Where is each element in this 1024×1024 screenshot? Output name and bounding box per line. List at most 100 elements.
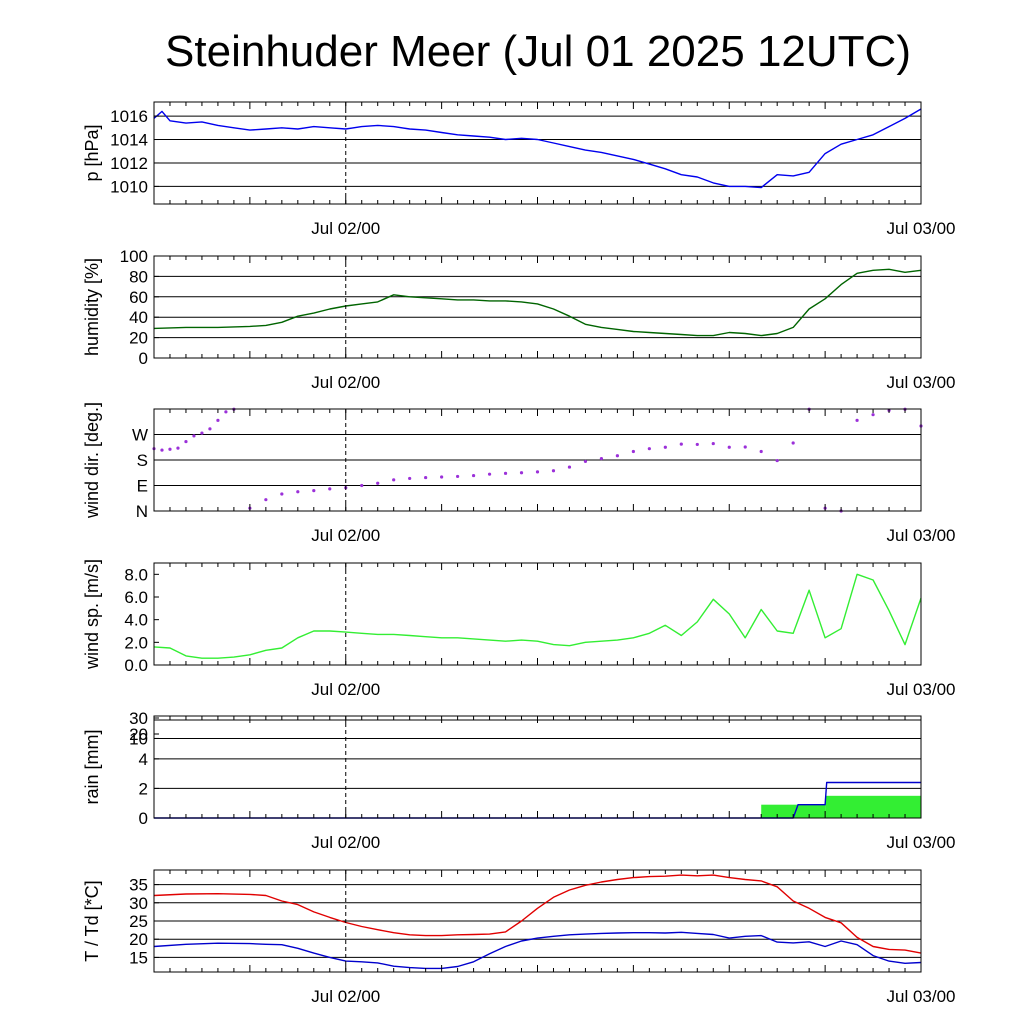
wind-dir-point: [647, 447, 651, 451]
wind-dir-point: [392, 478, 396, 482]
wind-dir-point: [663, 445, 667, 449]
wind-dir-point: [376, 481, 380, 485]
wind-dir-point: [168, 447, 172, 451]
wind-dir-point: [727, 445, 731, 449]
wind-dir-point: [791, 441, 795, 445]
humidity-series-0: [153, 268, 922, 337]
wind-dir-point: [312, 489, 316, 493]
wind-dir-point: [759, 449, 763, 454]
wind-dir-point: [184, 439, 188, 444]
y-tick-label: E: [137, 477, 148, 496]
x-label-jul03: Jul 03/00: [887, 526, 956, 545]
panel-frame: [153, 101, 922, 205]
y-tick-label: 10: [129, 729, 148, 748]
temperature-series-1: [153, 931, 922, 970]
wind-dir-point: [160, 448, 164, 452]
y-axis-label: rain [mm]: [82, 729, 102, 804]
x-label-jul02: Jul 02/00: [311, 219, 380, 238]
wind-dir-point: [743, 445, 747, 449]
wind-dir-point: [631, 449, 635, 454]
x-label-jul03: Jul 03/00: [887, 833, 956, 852]
y-tick-label: 6.0: [124, 588, 148, 607]
y-tick-label: 30: [129, 709, 148, 728]
panels-group: 1010 1012 1014 1016 p [hPa] Jul 02/00 Jul 03/0…: [82, 101, 956, 1006]
wind-dir-point: [192, 434, 196, 438]
wind-dir-point: [551, 469, 556, 473]
panel-wind_speed: 0.0 2.0 4.0 6.0 8.0 wind sp. [m/s] Jul 02/00 Ju…: [82, 559, 956, 699]
wind-dir-point: [679, 442, 683, 446]
wind_speed-series-0: [153, 573, 922, 659]
wind-dir-point: [264, 498, 268, 502]
y-tick-label: 20: [129, 725, 148, 744]
wind-dir-point: [456, 474, 460, 479]
wind-dir-point: [519, 471, 524, 475]
x-label-jul02: Jul 02/00: [311, 526, 380, 545]
wind-dir-point: [535, 470, 540, 474]
wind-dir-point: [503, 471, 508, 475]
panel-pressure: 1010 1012 1014 1016 p [hPa] Jul 02/00 Jul 03/0…: [82, 101, 956, 238]
y-tick-label: N: [136, 502, 148, 521]
y-axis-label: T / Td [*C]: [82, 880, 102, 961]
wind-dir-point: [583, 459, 588, 464]
y-tick-label: 20: [129, 930, 148, 949]
y-tick-label: 0.0: [124, 656, 148, 675]
y-tick-label: 40: [129, 308, 148, 327]
y-tick-label: W: [132, 426, 148, 445]
wind-dir-point: [424, 475, 428, 480]
wind-dir-point: [487, 472, 492, 476]
x-label-jul02: Jul 02/00: [311, 833, 380, 852]
y-tick-label: 80: [129, 267, 148, 286]
wind-dir-point: [567, 465, 572, 469]
wind-dir-point: [775, 458, 779, 463]
wind-dir-point: [695, 442, 699, 447]
y-tick-label: 1012: [110, 154, 148, 173]
y-tick-label: 2.0: [124, 633, 148, 652]
rain-bar-1: [825, 795, 921, 818]
x-label-jul03: Jul 03/00: [887, 219, 956, 238]
y-tick-label: 8.0: [124, 565, 148, 584]
wind-dir-point: [615, 454, 619, 458]
wind-dir-point: [216, 418, 220, 422]
y-tick-label: 0: [139, 809, 148, 828]
y-tick-label: 2: [139, 779, 148, 798]
chart-title: Steinhuder Meer (Jul 01 2025 12UTC): [165, 27, 911, 76]
y-tick-label: 30: [129, 894, 148, 913]
y-tick-label: 4: [139, 750, 148, 769]
x-label-jul03: Jul 03/00: [887, 680, 956, 699]
y-axis-label: humidity [%]: [82, 258, 102, 356]
y-tick-label: 4.0: [124, 611, 148, 630]
wind-dir-point: [296, 490, 300, 494]
wind-dir-point: [200, 431, 204, 435]
x-label-jul02: Jul 02/00: [311, 680, 380, 699]
x-label-jul03: Jul 03/00: [887, 373, 956, 392]
wind-dir-point: [328, 487, 332, 491]
x-label-jul02: Jul 02/00: [311, 987, 380, 1006]
pressure-series-0: [153, 108, 922, 189]
y-axis-label: p [hPa]: [82, 124, 102, 181]
y-tick-label: 1010: [110, 177, 148, 196]
panel-frame: [153, 715, 922, 819]
wind-dir-point: [360, 483, 364, 488]
y-tick-label: 15: [129, 948, 148, 967]
wind-dir-point: [440, 475, 444, 479]
y-tick-label: 1016: [110, 107, 148, 126]
y-axis-label: wind sp. [m/s]: [82, 559, 102, 670]
y-axis-label: wind dir. [deg.]: [82, 402, 102, 519]
y-tick-label: 60: [129, 288, 148, 307]
y-tick-label: 100: [120, 247, 148, 266]
y-tick-label: 1014: [110, 131, 148, 150]
wind-dir-point: [599, 456, 604, 461]
wind-dir-point: [280, 492, 284, 496]
wind-dir-point: [871, 413, 875, 417]
x-label-jul03: Jul 03/00: [887, 987, 956, 1006]
wind-dir-point: [711, 441, 715, 446]
wind-dir-point: [224, 410, 228, 414]
y-tick-label: 35: [129, 876, 148, 895]
y-tick-label: 20: [129, 329, 148, 348]
y-tick-label: S: [137, 451, 148, 470]
